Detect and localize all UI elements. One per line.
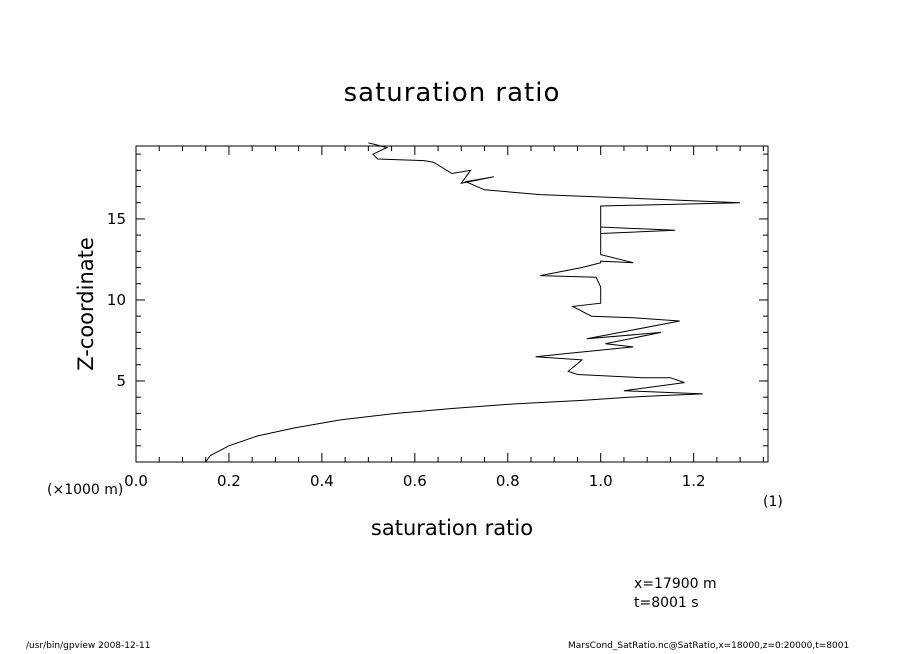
series-lines <box>205 142 741 463</box>
y-tick-label: 10 <box>107 291 126 309</box>
x-tick-label: 1.0 <box>589 472 613 490</box>
axis-ticks <box>135 146 768 462</box>
footer-right: MarsCond_SatRatio.nc@SatRatio,x=18000,z=… <box>568 641 850 651</box>
y-tick-label: 5 <box>116 372 126 390</box>
x-tick-label: 0.8 <box>496 472 520 490</box>
y-axis-unit: (×1000 m) <box>47 482 124 498</box>
tick-labels: 0.0 0.2 0.4 0.6 0.8 1.0 1.2 5 10 15 <box>107 210 706 490</box>
x-tick-label: 0.6 <box>403 472 427 490</box>
series-line-0 <box>205 142 741 463</box>
x-tick-label: 0.4 <box>310 472 334 490</box>
x-axis-label: saturation ratio <box>370 516 534 540</box>
plot-frame <box>135 145 769 463</box>
y-tick-label: 15 <box>107 210 126 228</box>
x-position-annotation: x=17900 m <box>634 576 717 592</box>
x-tick-label: 0.2 <box>217 472 241 490</box>
x-axis-unit: (1) <box>763 494 783 510</box>
time-annotation: t=8001 s <box>634 595 699 611</box>
chart-title: saturation ratio <box>343 78 561 108</box>
y-axis-label: Z-coordinate <box>74 237 98 371</box>
footer-left: /usr/bin/gpview 2008-12-11 <box>26 641 151 651</box>
x-tick-label: 0.0 <box>124 472 148 490</box>
x-tick-label: 1.2 <box>682 472 706 490</box>
